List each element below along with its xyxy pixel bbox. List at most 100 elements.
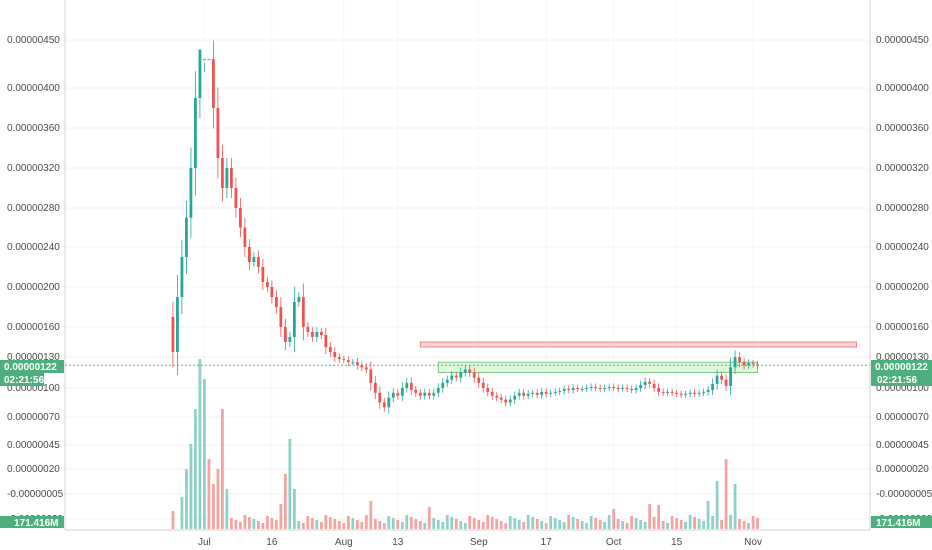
candle-body xyxy=(441,382,445,388)
volume-bar xyxy=(212,484,215,529)
candle-body xyxy=(495,395,499,398)
time-tick-label: Nov xyxy=(744,537,762,548)
volume-bar xyxy=(463,523,467,529)
candle-body xyxy=(198,49,202,98)
volume-bar xyxy=(230,518,233,529)
volume-bar xyxy=(517,520,521,529)
candle-body xyxy=(463,369,467,373)
price-tick-label: 0.00000240 xyxy=(876,242,929,253)
volume-bar xyxy=(535,519,539,529)
price-tick-label: -0.00000005 xyxy=(7,489,64,500)
volume-bar xyxy=(270,518,274,529)
volume-bar xyxy=(747,523,750,529)
candle-body xyxy=(459,372,463,378)
candle-body xyxy=(715,375,719,384)
candle-body xyxy=(562,388,566,391)
candle-body xyxy=(333,352,337,357)
volume-bar xyxy=(369,501,373,529)
time-tick-label: Jul xyxy=(198,537,211,548)
price-tick-label: 0.00000320 xyxy=(876,163,929,174)
volume-bar xyxy=(643,522,647,529)
candle-body xyxy=(382,402,386,408)
candle-body xyxy=(540,391,544,395)
volume-bar xyxy=(481,522,485,529)
right-price-axis[interactable]: 0.00000450 0.00000400 0.00000360 0.00000320… xyxy=(876,35,932,525)
time-tick-label: 13 xyxy=(392,537,404,548)
candle-body xyxy=(751,363,755,365)
time-axis[interactable]: Jul 16 Aug 13 Sep 17 Oct 15 Nov xyxy=(198,537,762,548)
volume-bar xyxy=(306,516,310,529)
candle-body xyxy=(454,375,458,378)
volume-bar xyxy=(207,459,211,529)
candle-body xyxy=(549,392,553,394)
candle-body xyxy=(400,388,404,396)
candle-body xyxy=(387,397,391,408)
candle-body xyxy=(526,393,530,396)
volume-bar xyxy=(616,519,620,529)
volume-bar xyxy=(472,518,476,529)
price-tick-label: 0.00000200 xyxy=(7,282,60,293)
price-tick-label: 0.00000130 xyxy=(876,352,929,363)
volume-bar xyxy=(378,521,382,529)
volume-bar xyxy=(634,518,638,529)
candle-body xyxy=(355,362,359,366)
volume-bar xyxy=(580,521,584,529)
volume-bar xyxy=(450,517,454,529)
volume-bar xyxy=(333,519,337,529)
volume-bar xyxy=(598,520,602,529)
candle-body xyxy=(328,347,332,352)
candle-body xyxy=(450,375,454,380)
time-tick-label: 15 xyxy=(671,537,683,548)
price-tick-label: 0.00000070 xyxy=(7,412,60,423)
volume-bar xyxy=(693,517,697,529)
volume-bar xyxy=(324,515,328,529)
candle-body xyxy=(468,369,472,373)
volume-bar xyxy=(513,518,517,529)
candle-body xyxy=(616,388,620,389)
volume-bar xyxy=(751,516,755,529)
candle-body xyxy=(472,372,476,378)
candle-body xyxy=(364,367,368,370)
volume-bar xyxy=(544,523,548,529)
volume-bar xyxy=(391,518,395,529)
candle-body xyxy=(576,388,580,389)
candle-body xyxy=(252,257,256,262)
candle-body xyxy=(423,392,427,396)
left-price-axis[interactable]: 0.00000450 0.00000400 0.00000360 0.00000320… xyxy=(7,35,64,525)
volume-bar xyxy=(648,504,652,529)
volume-bar xyxy=(185,469,188,529)
candle-body xyxy=(225,168,229,188)
volume-bar xyxy=(203,379,206,529)
volume-bar xyxy=(405,515,409,529)
volume-bar xyxy=(171,511,175,529)
volume-bar xyxy=(180,497,184,529)
volume-bar xyxy=(589,516,593,529)
volume-bar xyxy=(490,517,494,529)
volume-bar xyxy=(198,359,202,529)
volume-bar xyxy=(432,518,436,529)
candle-body xyxy=(194,98,197,168)
candle-body xyxy=(342,359,346,361)
volume-bar xyxy=(459,521,463,529)
volume-bar xyxy=(346,516,350,529)
candle-body xyxy=(238,208,242,228)
left-price-badge: 0.00000122 02:21:56 xyxy=(0,360,64,386)
volume-bar xyxy=(675,518,679,529)
volume-bar xyxy=(360,522,364,529)
candle-body xyxy=(598,388,602,389)
volume-bar xyxy=(292,489,296,529)
volume-bar xyxy=(382,523,386,529)
candle-body xyxy=(189,168,193,218)
volume-bar xyxy=(216,469,220,529)
left-volume-badge-text: 171.416M xyxy=(14,518,58,529)
candle-body xyxy=(261,267,265,282)
candle-body xyxy=(171,317,175,352)
volume-bar xyxy=(720,520,723,529)
candle-body xyxy=(738,357,741,363)
candle-body xyxy=(724,379,728,386)
volume-bar xyxy=(603,522,607,529)
volume-bar xyxy=(477,520,481,529)
volume-bar xyxy=(225,489,229,529)
volume-bar xyxy=(238,522,242,529)
volume-bar xyxy=(729,515,732,529)
